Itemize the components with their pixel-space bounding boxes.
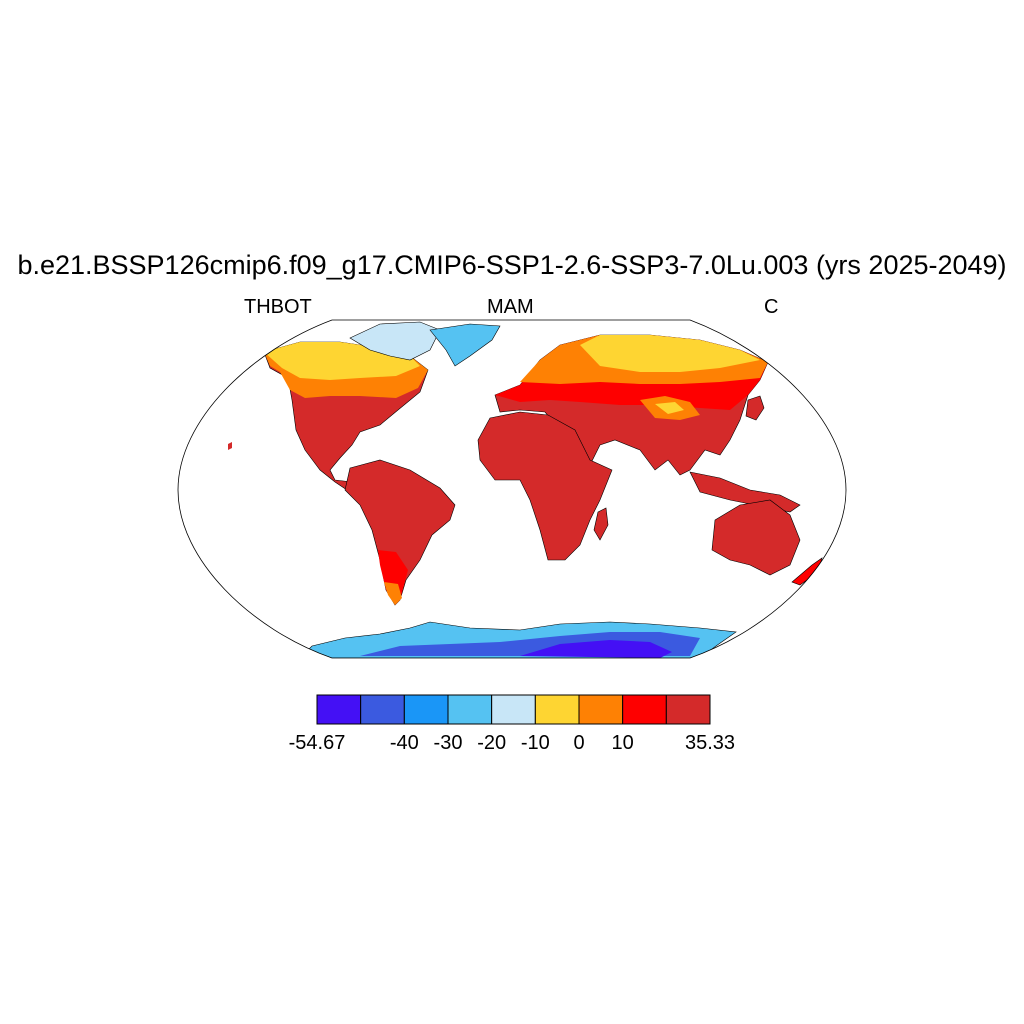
colorbar-swatch (665, 694, 711, 725)
colorbar-tick-label: -30 (433, 732, 463, 754)
colorbar-swatch (534, 694, 580, 725)
variable-label: THBOT (244, 296, 312, 318)
colorbar-tick-label: -20 (477, 732, 507, 754)
australia (711, 499, 801, 576)
colorbar-swatch (360, 694, 405, 725)
hawaii (228, 442, 232, 450)
colorbar-tick-label: -10 (520, 732, 550, 754)
colorbar-tick-label: 35.33 (684, 732, 736, 754)
japan (745, 395, 765, 421)
colorbar-swatch (622, 694, 667, 725)
colorbar-labels: -54.67 -40 -30 -20 -10 0 10 35.33 (0, 732, 1024, 762)
units-label: C (764, 296, 779, 318)
south-america-south (378, 550, 408, 605)
canadian-archipelago (349, 321, 441, 361)
colorbar-swatch (491, 694, 536, 725)
antarctica-core (520, 640, 672, 658)
map-border (177, 319, 847, 659)
colorbar-tick-label: -40 (389, 732, 419, 754)
africa (477, 411, 613, 561)
colorbar-swatch (316, 694, 362, 725)
colorbar-swatch (447, 694, 493, 725)
map-fill (228, 321, 823, 658)
season-label: MAM (487, 296, 534, 318)
greenland (429, 323, 501, 367)
colorbar-tick-label: -54.67 (288, 732, 346, 754)
new-zealand (791, 557, 823, 586)
colorbar-swatch (578, 694, 624, 725)
colorbar (316, 694, 711, 725)
south-america-tip (384, 582, 402, 605)
south-america (344, 459, 456, 606)
colorbar-swatch (403, 694, 449, 725)
colorbar-tick-label: 0 (573, 732, 585, 754)
tibet-core (655, 402, 684, 414)
colorbar-tick-label: 10 (611, 732, 634, 754)
madagascar (593, 507, 609, 541)
plot-title: b.e21.BSSP126cmip6.f09_g17.CMIP6-SSP1-2.… (17, 250, 1007, 280)
siberia-arctic (580, 335, 760, 372)
